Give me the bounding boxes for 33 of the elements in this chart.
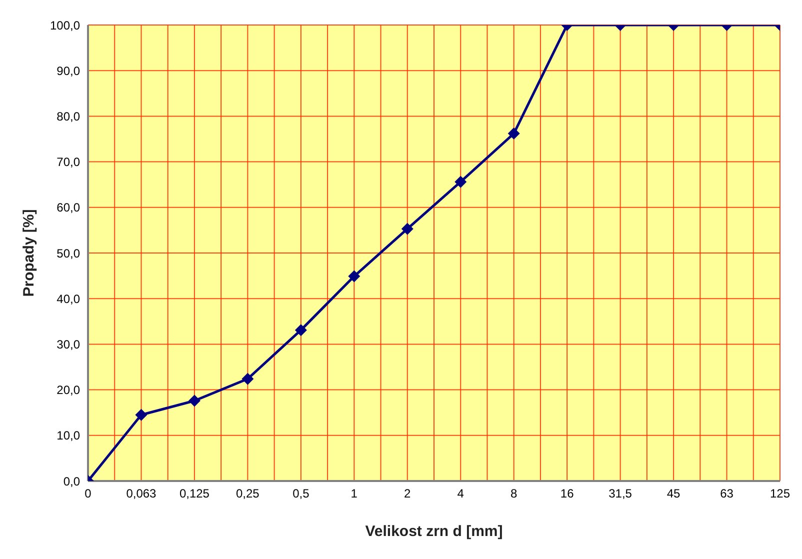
x-tick-label: 0,125 bbox=[179, 486, 210, 501]
x-axis-title: Velikost zrn d [mm] bbox=[365, 523, 503, 540]
x-tick-label: 0,5 bbox=[292, 486, 310, 501]
y-axis-title: Propady [%] bbox=[20, 209, 38, 297]
y-tick-label: 20,0 bbox=[56, 383, 80, 398]
x-tick-label: 31,5 bbox=[608, 486, 632, 501]
x-tick-label: 125 bbox=[770, 486, 790, 501]
x-tick-label: 8 bbox=[510, 486, 518, 501]
point bbox=[188, 394, 200, 407]
x-tick-label: 2 bbox=[404, 486, 412, 501]
x-tick-label: 0 bbox=[84, 486, 92, 501]
point bbox=[294, 324, 307, 336]
point bbox=[242, 372, 254, 385]
y-tick-label: 60,0 bbox=[56, 200, 80, 215]
y-tick-label: 70,0 bbox=[56, 155, 80, 170]
y-tick-label: 100,0 bbox=[50, 18, 80, 32]
y-tick-label: 30,0 bbox=[56, 337, 80, 352]
point bbox=[135, 408, 148, 421]
x-tick-label: 0,25 bbox=[236, 486, 260, 501]
x-tick-label: 45 bbox=[666, 486, 681, 501]
y-tick-label: 10,0 bbox=[56, 428, 80, 443]
y-tick-label: 90,0 bbox=[56, 64, 80, 78]
y-tick-label: 50,0 bbox=[56, 246, 80, 260]
y-tick-label: 0,0 bbox=[63, 474, 80, 488]
x-tick-label: 1 bbox=[350, 486, 358, 501]
x-tick-label: 16 bbox=[560, 486, 574, 501]
x-tick-label: 63 bbox=[720, 486, 734, 501]
x-tick-label: 0,063 bbox=[126, 486, 157, 501]
x-tick-label: 4 bbox=[457, 486, 464, 501]
point bbox=[401, 222, 414, 235]
point bbox=[348, 270, 360, 282]
y-tick-label: 80,0 bbox=[56, 109, 80, 124]
y-tick-label: 40,0 bbox=[56, 292, 80, 306]
